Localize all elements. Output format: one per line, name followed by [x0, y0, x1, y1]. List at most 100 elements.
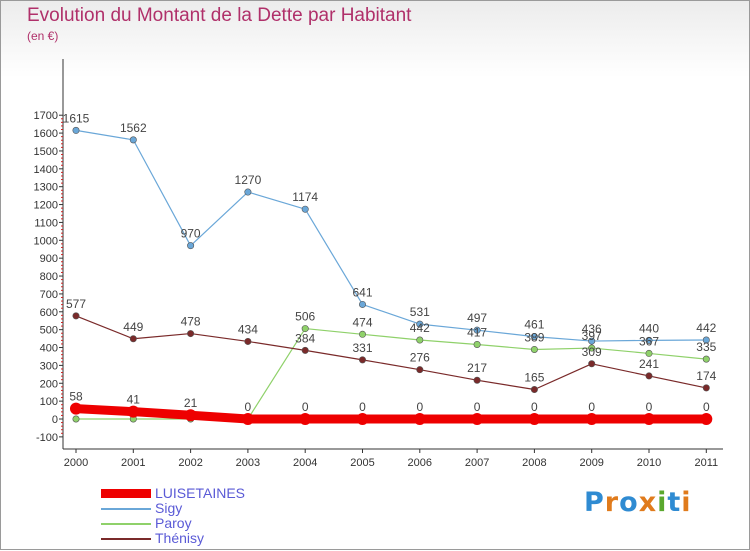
data-label-luisetaines-2: 21 — [184, 396, 198, 410]
data-label-sigy-3: 1270 — [235, 173, 262, 187]
data-label-sigy-9: 436 — [582, 322, 602, 336]
logo-letter-4: i — [657, 487, 668, 518]
logo-letter-2: o — [619, 487, 639, 518]
y-tick-label-0: -100 — [36, 432, 58, 444]
data-label-luisetaines-7: 0 — [474, 400, 481, 414]
data-point-luisetaines-10 — [643, 413, 655, 425]
data-label-paroy-8: 389 — [524, 330, 544, 344]
legend-swatch-paroy — [101, 522, 151, 525]
data-point-sigy-5 — [358, 300, 366, 308]
y-tick-label-9: 800 — [40, 271, 58, 283]
x-tick-label-10: 2010 — [637, 457, 661, 469]
data-point-sigy-10 — [645, 336, 653, 344]
legend-swatch-luisetaines — [101, 489, 151, 498]
x-tick-label-5: 2005 — [350, 457, 374, 469]
data-point-thnisy-7 — [473, 376, 481, 384]
data-point-paroy-6 — [416, 336, 424, 344]
data-label-paroy-9: 397 — [582, 329, 602, 343]
logo-letter-1: r — [604, 487, 620, 518]
data-point-sigy-9 — [588, 337, 596, 345]
data-label-thnisy-10: 241 — [639, 357, 659, 371]
data-label-sigy-1: 1562 — [120, 121, 147, 135]
legend-item-luisetaines: LUISETAINES — [101, 486, 245, 501]
y-tick-label-5: 400 — [40, 343, 58, 355]
data-point-luisetaines-5 — [356, 413, 369, 425]
logo-letter-6: i — [681, 487, 692, 518]
logo-letter-5: t — [667, 487, 682, 518]
data-label-thnisy-6: 276 — [410, 351, 430, 365]
data-point-sigy-4 — [301, 205, 309, 213]
data-point-sigy-11 — [702, 336, 710, 344]
data-label-thnisy-9: 309 — [582, 345, 602, 359]
data-point-paroy-8 — [530, 345, 538, 353]
data-label-sigy-8: 461 — [524, 318, 544, 332]
data-label-luisetaines-3: 0 — [245, 400, 252, 414]
data-label-paroy-6: 442 — [410, 321, 430, 335]
y-tick-label-4: 300 — [40, 360, 58, 372]
legend-swatch-sigy — [101, 507, 151, 510]
data-point-luisetaines-3 — [241, 413, 254, 425]
data-label-thnisy-7: 217 — [467, 361, 487, 375]
data-label-luisetaines-8: 0 — [531, 400, 538, 414]
y-tick-label-18: 1700 — [34, 110, 58, 122]
data-point-thnisy-4 — [301, 346, 309, 354]
data-label-paroy-7: 417 — [467, 325, 487, 339]
y-tick-label-16: 1500 — [34, 146, 58, 158]
data-point-sigy-3 — [244, 188, 252, 196]
x-tick-label-11: 2011 — [694, 457, 718, 469]
y-tick-label-6: 500 — [40, 325, 58, 337]
data-point-paroy-7 — [473, 340, 481, 348]
data-point-thnisy-5 — [358, 356, 366, 364]
legend: LUISETAINES Sigy Paroy Thénisy — [101, 486, 245, 546]
legend-item-sigy: Sigy — [101, 501, 245, 516]
data-point-thnisy-6 — [416, 366, 424, 374]
data-label-thnisy-1: 449 — [123, 320, 143, 334]
y-tick-label-10: 900 — [40, 253, 58, 265]
data-label-luisetaines-4: 0 — [302, 400, 309, 414]
data-point-luisetaines-1 — [127, 405, 140, 418]
data-point-thnisy-9 — [588, 360, 596, 368]
data-point-thnisy-0 — [72, 312, 80, 320]
series-line-paroy — [75, 327, 707, 420]
x-tick-label-7: 2007 — [465, 457, 489, 469]
data-point-luisetaines-4 — [299, 413, 312, 425]
data-label-luisetaines-10: 0 — [646, 400, 653, 414]
data-label-sigy-5: 641 — [352, 285, 372, 299]
data-point-luisetaines-11 — [700, 413, 713, 425]
data-label-sigy-10: 440 — [639, 321, 659, 335]
x-tick-label-2: 2002 — [178, 457, 202, 469]
data-label-luisetaines-1: 41 — [127, 393, 141, 407]
logo-letter-0: P — [584, 487, 605, 518]
x-tick-label-4: 2004 — [293, 457, 317, 469]
data-point-paroy-10 — [645, 349, 653, 357]
data-point-luisetaines-2 — [184, 409, 197, 422]
legend-item-thenisy: Thénisy — [101, 531, 245, 546]
y-tick-label-11: 1000 — [34, 235, 58, 247]
data-point-luisetaines-8 — [528, 413, 541, 425]
data-label-thnisy-3: 434 — [238, 322, 258, 336]
y-tick-label-8: 700 — [40, 289, 58, 301]
y-tick-label-3: 200 — [40, 378, 58, 390]
data-label-paroy-4: 506 — [295, 310, 315, 324]
data-point-sigy-8 — [530, 333, 538, 341]
data-point-paroy-5 — [358, 330, 366, 338]
series-line-thnisy — [75, 315, 707, 391]
y-tick-label-14: 1300 — [34, 182, 58, 194]
legend-label-thenisy: Thénisy — [155, 530, 205, 546]
logo-letter-3: x — [638, 487, 658, 518]
x-tick-label-6: 2006 — [408, 457, 432, 469]
data-label-thnisy-2: 478 — [181, 315, 201, 329]
data-point-thnisy-8 — [530, 386, 538, 394]
data-point-luisetaines-6 — [413, 413, 426, 425]
data-label-paroy-10: 367 — [639, 334, 659, 348]
data-label-luisetaines-9: 0 — [588, 400, 595, 414]
data-label-paroy-5: 474 — [352, 315, 372, 329]
data-label-thnisy-0: 577 — [66, 297, 86, 311]
legend-label-luisetaines: LUISETAINES — [155, 485, 245, 501]
y-tick-label-17: 1600 — [34, 128, 58, 140]
data-point-thnisy-11 — [702, 384, 710, 392]
data-label-sigy-2: 970 — [181, 227, 201, 241]
chart-subtitle: (en €) — [27, 29, 59, 43]
legend-swatch-thenisy — [101, 537, 151, 540]
